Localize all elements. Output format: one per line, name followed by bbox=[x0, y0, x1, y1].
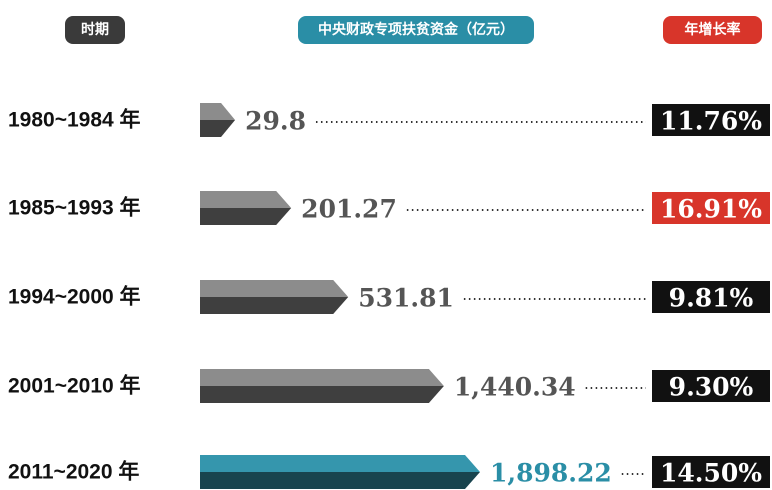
growth-box bbox=[652, 370, 770, 402]
category-label: 2001~2010 年 bbox=[8, 374, 141, 398]
value-label: 1,898.22 bbox=[490, 459, 612, 488]
header-pill bbox=[298, 16, 534, 44]
value-label: 29.8 bbox=[245, 107, 306, 136]
bar-bottom bbox=[200, 120, 236, 137]
header-pill bbox=[663, 16, 762, 44]
header-label: 年增长率 bbox=[685, 21, 741, 38]
bar-bottom bbox=[200, 208, 292, 225]
header-label: 中央财政专项扶贫资金（亿元） bbox=[318, 21, 514, 38]
bar-bottom bbox=[200, 297, 349, 314]
bar-bottom bbox=[200, 472, 480, 489]
growth-box bbox=[652, 281, 770, 313]
growth-box bbox=[652, 192, 770, 224]
value-label: 1,440.34 bbox=[454, 373, 576, 402]
bar-top bbox=[200, 455, 480, 472]
arrow-bar bbox=[200, 369, 444, 403]
value-label: 531.81 bbox=[358, 284, 454, 313]
header-label: 时期 bbox=[81, 21, 109, 38]
bar-top bbox=[200, 191, 292, 208]
bar-top bbox=[200, 369, 444, 386]
arrow-bar bbox=[200, 103, 236, 137]
arrow-bar bbox=[200, 455, 480, 489]
growth-box bbox=[652, 456, 770, 488]
growth-label: 9.30% bbox=[669, 373, 754, 402]
category-label: 1985~1993 年 bbox=[8, 196, 141, 220]
category-label: 1994~2000 年 bbox=[8, 285, 141, 309]
arrow-bar bbox=[200, 191, 292, 225]
bar-bottom bbox=[200, 386, 444, 403]
category-label: 2011~2020 年 bbox=[8, 460, 139, 484]
growth-box bbox=[652, 104, 770, 136]
bar-top bbox=[200, 103, 236, 120]
bar-top bbox=[200, 280, 349, 297]
growth-label: 14.50% bbox=[660, 459, 762, 488]
growth-label: 9.81% bbox=[669, 284, 754, 313]
growth-label: 16.91% bbox=[660, 195, 762, 224]
header-pill bbox=[65, 16, 125, 44]
value-label: 201.27 bbox=[301, 195, 397, 224]
category-label: 1980~1984 年 bbox=[8, 108, 141, 132]
growth-label: 11.76% bbox=[660, 107, 762, 136]
arrow-bar bbox=[200, 280, 349, 314]
